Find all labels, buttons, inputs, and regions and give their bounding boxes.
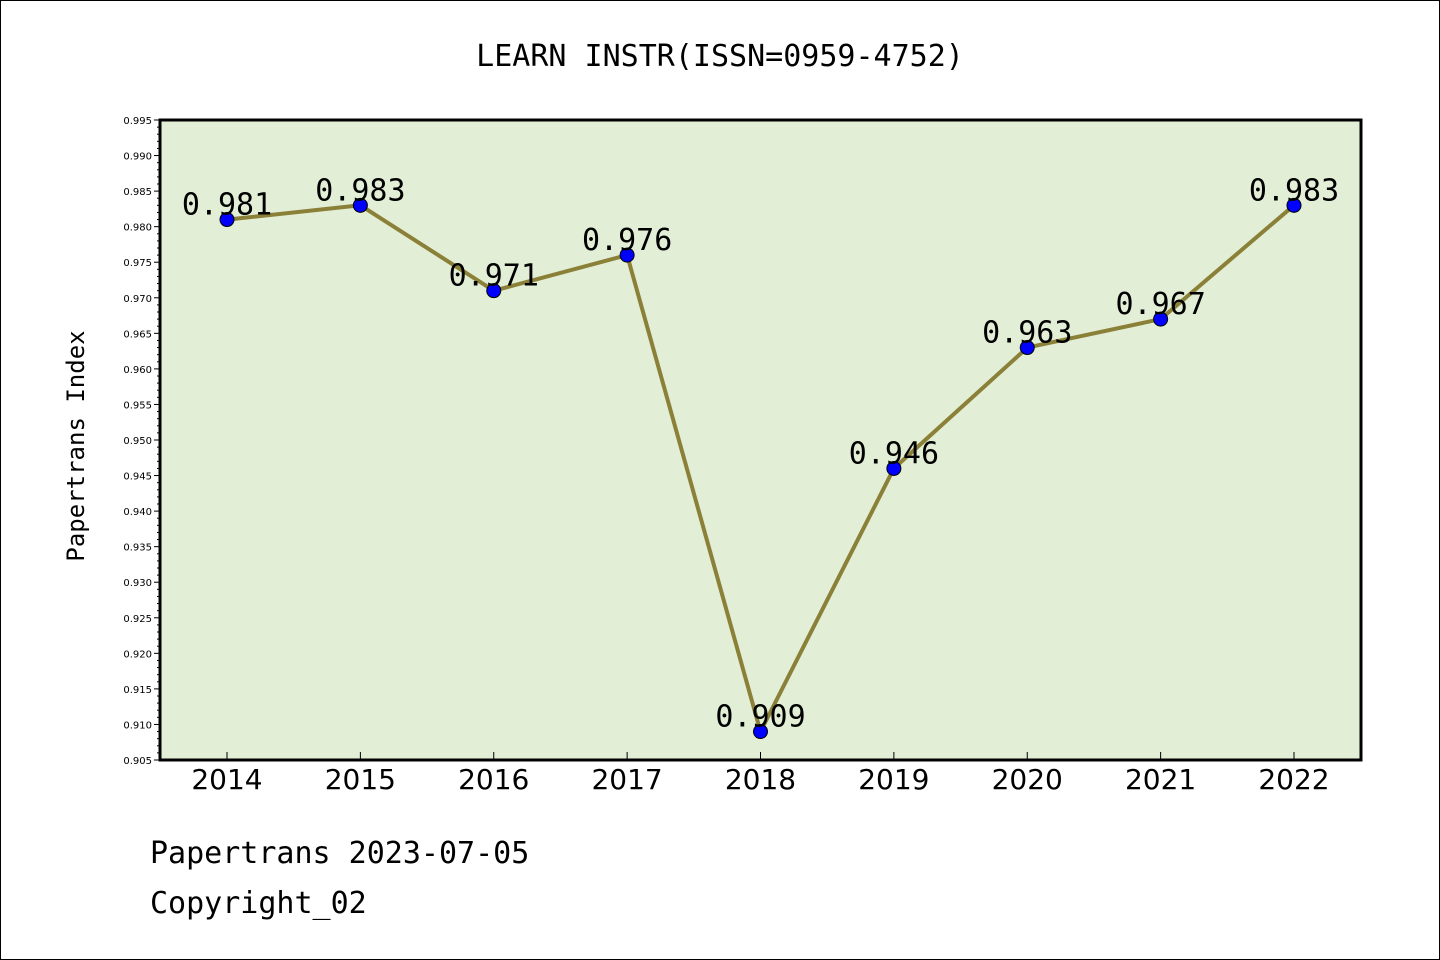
x-tick-label: 2019: [858, 763, 929, 796]
data-point: [486, 283, 502, 299]
series-group: [219, 197, 1302, 740]
y-tick-label: 0.980: [123, 223, 152, 234]
y-tick-label: 0.965: [123, 329, 152, 340]
x-tick-label: 2017: [591, 763, 662, 796]
x-tick-label: 2021: [1125, 763, 1196, 796]
data-label: 0.967: [1115, 287, 1205, 322]
x-tick-label: 2022: [1258, 763, 1329, 796]
y-tick-label: 0.990: [123, 152, 152, 163]
data-label: 0.946: [849, 436, 939, 471]
y-tick-label: 0.910: [123, 720, 152, 731]
data-label: 0.909: [715, 700, 805, 735]
y-tick-label: 0.925: [123, 614, 152, 625]
footer-copyright: Copyright_02: [150, 886, 367, 921]
data-point: [886, 460, 902, 476]
data-label: 0.983: [315, 173, 405, 208]
y-tick-label: 0.975: [123, 258, 152, 269]
x-tick-label: 2018: [725, 763, 796, 796]
data-labels: 0.981 0.983 0.971 0.976 0.909 0.946 0.963 0.967…: [182, 173, 1339, 734]
y-tick-label: 0.930: [123, 578, 152, 589]
chart-title: LEARN INSTR(ISSN=0959-4752): [476, 39, 964, 74]
data-label: 0.981: [182, 188, 272, 223]
y-axis: 0.905 0.910 0.915 0.920 0.925 0.930 0.935 0.940…: [123, 116, 160, 767]
data-point: [352, 197, 368, 213]
data-label: 0.963: [982, 316, 1072, 351]
data-point: [219, 212, 235, 228]
plot-area: [158, 118, 1363, 762]
data-point: [1286, 197, 1302, 213]
y-tick-label: 0.940: [123, 507, 152, 518]
y-tick-label: 0.955: [123, 400, 152, 411]
data-point: [753, 724, 768, 740]
y-tick-label: 0.945: [123, 472, 152, 483]
data-label: 0.983: [1249, 173, 1339, 208]
y-axis-label: Papertrans Index: [62, 330, 90, 561]
x-tick-label: 2014: [191, 763, 262, 796]
x-tick-label: 2016: [458, 763, 529, 796]
y-tick-label: 0.920: [123, 649, 152, 660]
y-tick-label: 0.970: [123, 294, 152, 305]
data-point: [1019, 340, 1035, 356]
y-tick-label: 0.950: [123, 436, 152, 447]
y-tick-label: 0.915: [123, 685, 152, 696]
data-label: 0.971: [449, 259, 539, 294]
y-tick-label: 0.935: [123, 543, 152, 554]
footer-date: Papertrans 2023-07-05: [150, 836, 530, 871]
y-tick-label: 0.985: [123, 187, 152, 198]
y-tick-label: 0.995: [123, 116, 152, 127]
y-tick-label: 0.905: [123, 756, 152, 767]
data-label: 0.976: [582, 223, 672, 258]
data-point: [1153, 311, 1169, 327]
x-tick-label: 2020: [992, 763, 1063, 796]
y-tick-label: 0.960: [123, 365, 152, 376]
data-point: [619, 247, 635, 263]
x-tick-label: 2015: [325, 763, 396, 796]
x-axis: 2014 2015 2016 2017 2018 2019 2020 2021 2022: [191, 752, 1330, 796]
